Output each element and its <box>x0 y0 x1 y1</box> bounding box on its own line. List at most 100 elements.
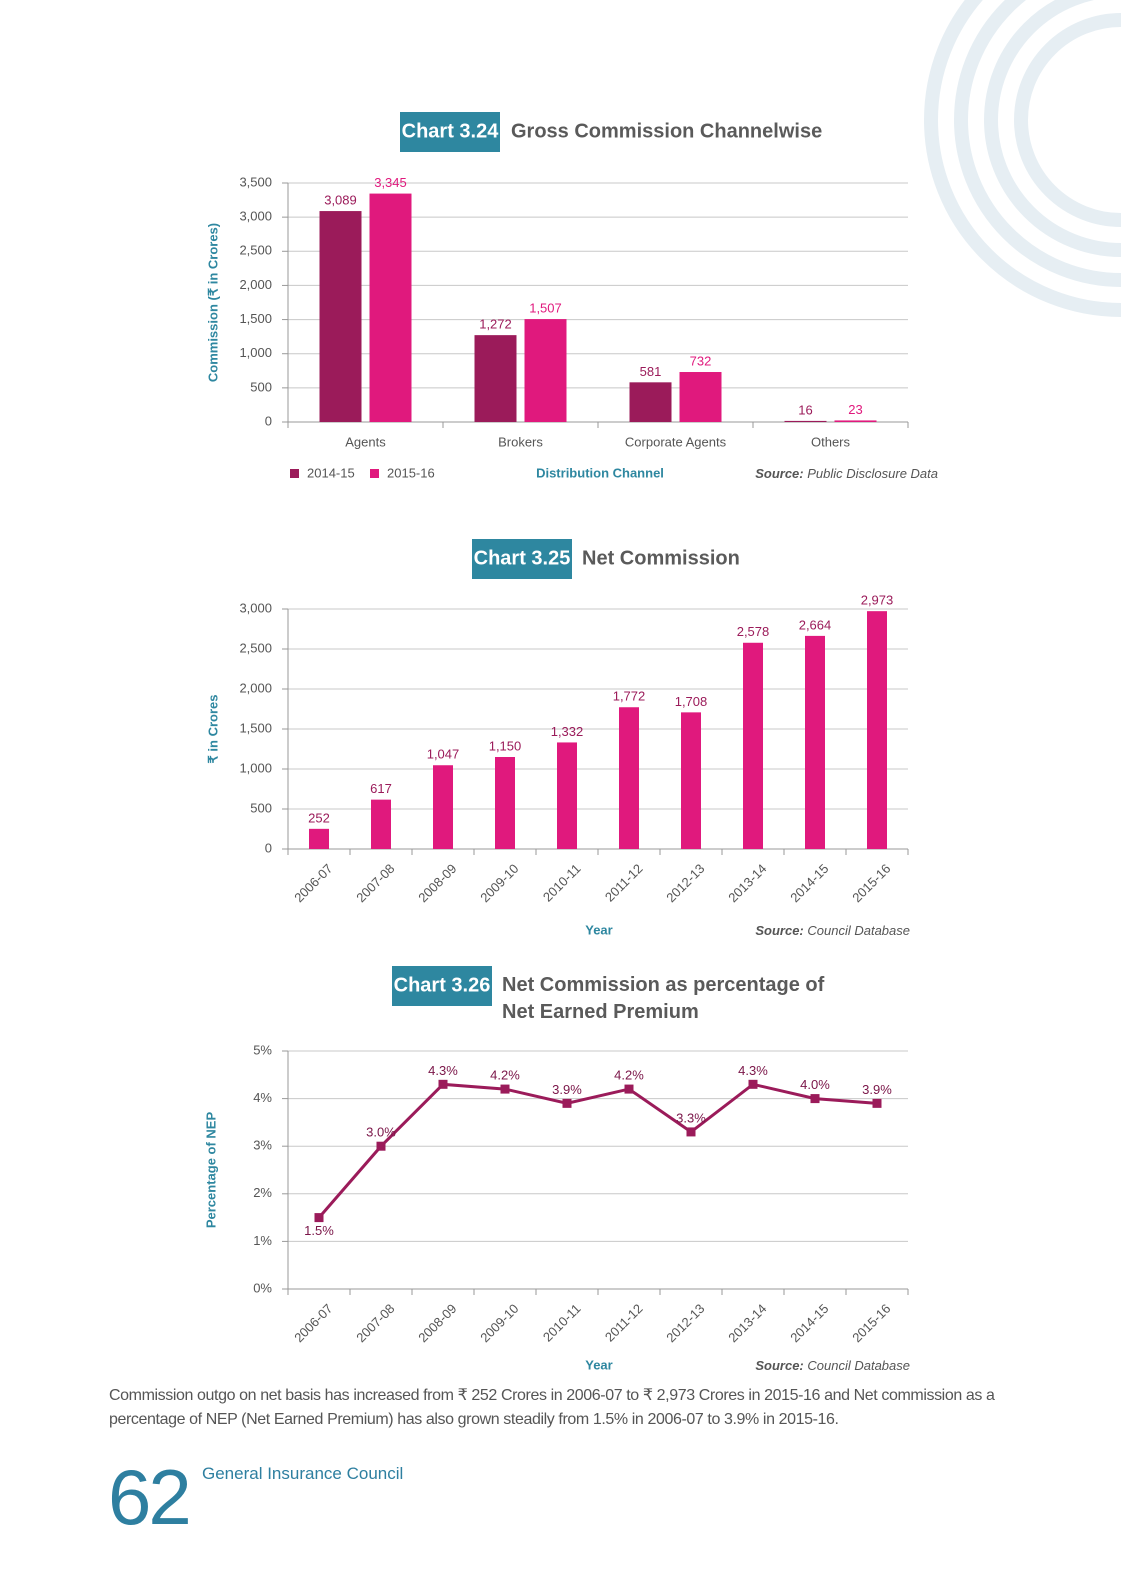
chart-title: Net Commission as percentage of Net Earne… <box>502 974 825 1023</box>
y-tick-label: 1,000 <box>239 345 272 360</box>
x-tick-label: 2014-15 <box>787 1301 831 1345</box>
bar <box>784 420 827 422</box>
bar <box>805 635 825 849</box>
chart-title: Gross Commission Channelwise <box>511 120 822 142</box>
data-label: 1.5% <box>304 1223 334 1238</box>
data-label: 581 <box>640 364 662 379</box>
x-tick-label: 2008-09 <box>415 1301 459 1345</box>
bar <box>834 420 877 422</box>
bar <box>557 742 577 849</box>
y-axis-label: Percentage of NEP <box>203 1112 218 1229</box>
data-label: 2,664 <box>799 617 832 632</box>
bar <box>681 712 701 849</box>
data-label: 4.2% <box>490 1068 520 1083</box>
point <box>314 1213 324 1223</box>
chart-number: Chart 3.26 <box>394 974 491 996</box>
source: Source: Council Database <box>755 923 910 938</box>
chart-title-line: Net Commission as percentage of <box>502 974 825 996</box>
decoration <box>924 0 1121 317</box>
data-label: 732 <box>690 353 712 368</box>
x-tick-label: 2012-13 <box>663 1301 707 1345</box>
y-tick-label: 0 <box>265 840 272 855</box>
data-label: 3.9% <box>552 1082 582 1097</box>
data-label: 1,708 <box>675 694 708 709</box>
bar <box>495 757 515 849</box>
data-label: 3.0% <box>366 1125 396 1140</box>
x-tick-label: Agents <box>345 434 386 449</box>
y-tick-label: 2,000 <box>239 277 272 292</box>
data-label: 23 <box>848 402 862 417</box>
x-axis-label: Distribution Channel <box>536 465 664 480</box>
point <box>748 1079 758 1089</box>
line <box>317 1082 878 1219</box>
data-label: 4.3% <box>738 1063 768 1078</box>
x-tick-label: 2011-12 <box>602 1301 646 1345</box>
source-label: Source: <box>755 923 803 938</box>
bar <box>371 799 391 849</box>
bar <box>743 642 763 849</box>
bar <box>474 335 517 422</box>
x-tick-label: 2006-07 <box>291 861 335 905</box>
x-tick-label: 2015-16 <box>849 861 893 905</box>
x-tick-label: 2007-08 <box>353 861 397 905</box>
data-label: 3.3% <box>676 1110 706 1125</box>
source: Source: Council Database <box>755 1358 910 1373</box>
point <box>624 1084 634 1094</box>
x-tick-label: Corporate Agents <box>625 434 727 449</box>
chart-number-box <box>472 539 572 579</box>
y-tick-label: 5% <box>253 1042 272 1057</box>
point <box>810 1094 820 1104</box>
x-tick-label: Brokers <box>498 434 543 449</box>
data-label: 3.9% <box>862 1082 892 1097</box>
bar <box>319 211 362 422</box>
bar <box>867 611 887 849</box>
x-tick-label: 2011-12 <box>602 861 646 905</box>
point <box>872 1098 882 1108</box>
chart-title-line: Net Earned Premium <box>502 1001 699 1023</box>
y-tick-label: 1,500 <box>239 720 272 735</box>
page-number: 62 <box>108 1453 192 1541</box>
bar <box>433 765 453 849</box>
x-tick-label: 2012-13 <box>663 861 707 905</box>
bar <box>369 193 412 422</box>
data-label: 4.3% <box>428 1063 458 1078</box>
y-tick-label: 1% <box>253 1233 272 1248</box>
data-label: 1,272 <box>479 317 512 332</box>
point <box>686 1127 696 1137</box>
paragraph: Commission outgo on net basis has increa… <box>109 1387 995 1428</box>
legend-swatch <box>290 469 299 478</box>
data-label: 4.2% <box>614 1068 644 1083</box>
chart-title: Net Commission <box>582 547 740 569</box>
x-tick-label: 2015-16 <box>849 1301 893 1345</box>
y-tick-label: 3,000 <box>239 209 272 224</box>
y-tick-label: 2,000 <box>239 680 272 695</box>
chart-number: Chart 3.25 <box>474 547 571 569</box>
x-tick-label: 2010-11 <box>540 861 584 905</box>
y-tick-label: 3% <box>253 1138 272 1153</box>
legend-swatch <box>370 469 379 478</box>
data-label: 2,578 <box>737 624 770 639</box>
legend-label: 2014-15 <box>307 465 355 480</box>
source-label: Source: <box>755 1358 803 1373</box>
data-label: 3,089 <box>324 193 357 208</box>
data-label: 2,973 <box>861 593 894 608</box>
x-tick-label: 2014-15 <box>787 861 831 905</box>
data-label: 1,507 <box>529 301 562 316</box>
x-tick-label: 2013-14 <box>725 861 769 905</box>
x-tick-label: 2009-10 <box>477 861 521 905</box>
x-tick-label: 2008-09 <box>415 861 459 905</box>
source-text: Public Disclosure Data <box>804 466 938 481</box>
y-tick-label: 3,000 <box>239 600 272 615</box>
x-tick-label: 2006-07 <box>291 1301 335 1345</box>
y-tick-label: 1,500 <box>239 311 272 326</box>
data-label: 4.0% <box>800 1077 830 1092</box>
chart-number: Chart 3.24 <box>402 120 500 142</box>
x-tick-label: 2013-14 <box>725 1301 769 1345</box>
bar <box>619 707 639 849</box>
y-axis-label: ₹ in Crores <box>205 695 220 764</box>
x-tick-label: 2010-11 <box>540 1301 584 1345</box>
y-tick-label: 500 <box>250 379 272 394</box>
chart-number-box <box>392 966 492 1006</box>
point <box>376 1141 386 1151</box>
data-label: 617 <box>370 781 392 796</box>
